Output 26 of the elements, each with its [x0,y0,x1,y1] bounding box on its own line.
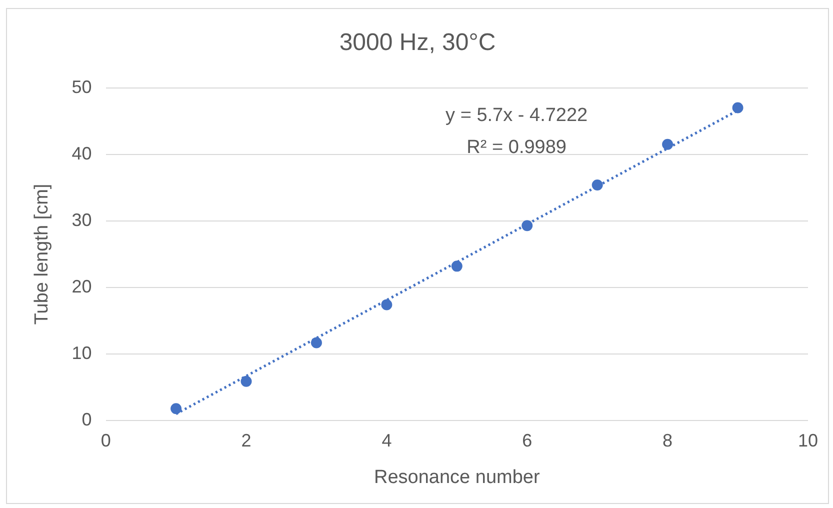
y-axis-title: Tube length [cm] [32,184,53,325]
x-tick-label: 2 [241,430,252,450]
annotation: R² = 0.9989 [466,137,567,158]
point [592,179,603,190]
point [662,138,674,150]
x-tick-label: 6 [522,430,532,450]
annotation: y = 5.7x - 4.7222 [446,105,588,126]
point [310,337,322,348]
point [170,403,182,414]
y-tick-label: 30 [72,210,92,230]
chart-title: 3000 Hz, 30°C [339,29,496,56]
x-tick-label: 10 [798,430,818,450]
x-tick-label: 4 [382,430,392,450]
y-tick-label: 40 [72,143,92,164]
y-tick-label: 0 [82,410,92,430]
x-axis-title: Resonance number [374,466,540,488]
x-tick-label: 8 [662,430,673,450]
point [381,299,392,310]
y-tick-label: 10 [72,343,92,364]
y-tick-label: 50 [72,76,92,97]
point [240,376,252,387]
y-tick-label: 20 [72,276,92,296]
point [522,220,533,232]
x-tick-label: 0 [100,430,111,450]
point [451,260,462,272]
point [732,102,744,114]
